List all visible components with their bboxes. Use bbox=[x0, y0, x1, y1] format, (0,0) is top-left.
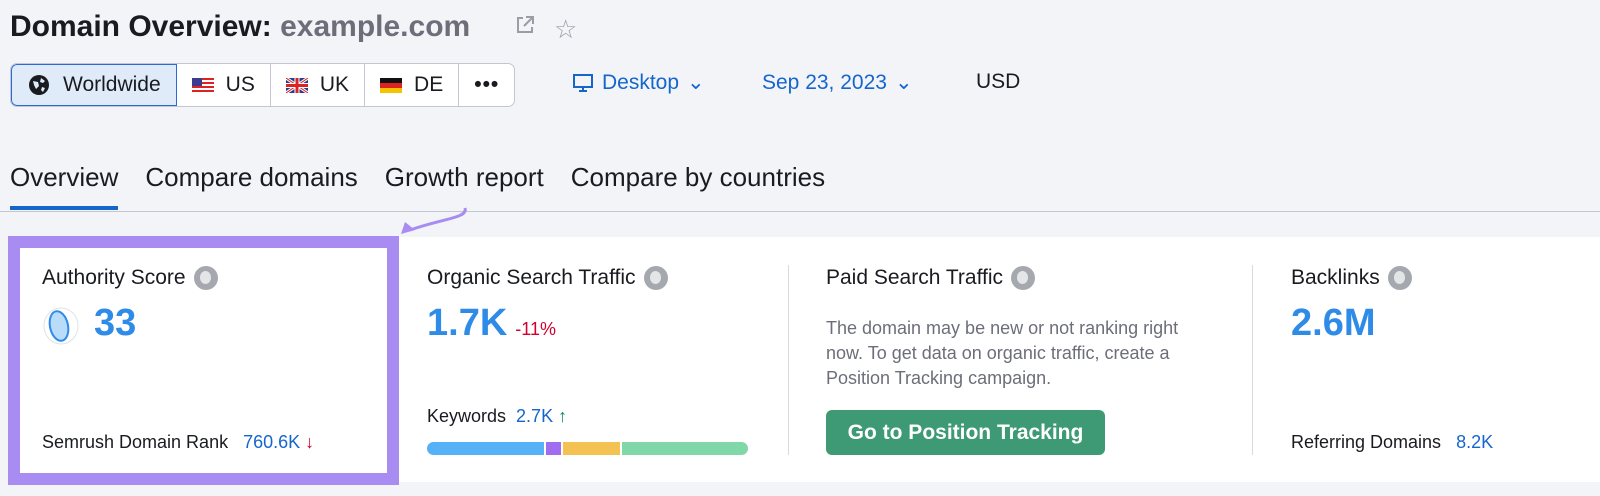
referring-domains: Referring Domains 8.2K bbox=[1291, 432, 1493, 453]
globe-icon bbox=[29, 75, 49, 95]
database-de[interactable]: DE bbox=[365, 64, 460, 106]
more-databases-button[interactable]: ••• bbox=[459, 64, 514, 106]
backlinks-value[interactable]: 2.6M bbox=[1291, 302, 1376, 344]
database-label: Worldwide bbox=[63, 73, 161, 96]
go-to-position-tracking-button[interactable]: Go to Position Tracking bbox=[826, 410, 1105, 455]
paid-traffic-message: The domain may be new or not ranking rig… bbox=[826, 318, 1179, 388]
star-icon[interactable]: ☆ bbox=[554, 14, 578, 44]
more-icon: ••• bbox=[474, 73, 500, 96]
device-label: Desktop bbox=[602, 70, 680, 94]
info-icon[interactable] bbox=[193, 266, 218, 290]
chevron-down-icon: ⌄ bbox=[687, 71, 705, 94]
domain-name: example.com bbox=[280, 10, 471, 43]
chevron-down-icon: ⌄ bbox=[894, 71, 913, 94]
organic-traffic-label: Organic Search Traffic bbox=[427, 266, 668, 290]
label-text: Authority Score bbox=[42, 266, 186, 289]
tab-bar: Overview Compare domains Growth report C… bbox=[10, 162, 826, 210]
page-title: Domain Overview: example.com bbox=[10, 10, 470, 44]
distribution-segment[interactable] bbox=[622, 442, 748, 455]
de-flag-icon bbox=[380, 77, 403, 93]
tab-compare-by-countries[interactable]: Compare by countries bbox=[570, 162, 826, 192]
device-selector[interactable]: Desktop ⌄ bbox=[572, 70, 705, 95]
database-label: UK bbox=[319, 73, 350, 96]
info-icon[interactable] bbox=[643, 266, 668, 290]
database-label: DE bbox=[414, 73, 444, 96]
ref-value[interactable]: 8.2K bbox=[1456, 432, 1494, 452]
rank-value[interactable]: 760.6K bbox=[243, 432, 301, 452]
uk-flag-icon bbox=[285, 77, 308, 93]
database-worldwide[interactable]: Worldwide bbox=[11, 64, 177, 106]
domain-rank: Semrush Domain Rank 760.6K ↓ bbox=[42, 432, 314, 453]
organic-traffic-value[interactable]: 1.7K bbox=[427, 302, 508, 344]
monitor-icon bbox=[573, 73, 593, 92]
distribution-segment[interactable] bbox=[563, 442, 620, 455]
currency-label: USD bbox=[976, 70, 1021, 93]
tab-compare-domains[interactable]: Compare domains bbox=[145, 162, 358, 192]
paid-traffic-label: Paid Search Traffic bbox=[826, 266, 1036, 290]
info-icon[interactable] bbox=[1387, 266, 1412, 290]
tab-overview[interactable]: Overview bbox=[10, 162, 119, 210]
database-label: US bbox=[225, 73, 255, 96]
tab-divider bbox=[0, 211, 1600, 212]
arrow-annotation-icon bbox=[401, 207, 467, 234]
database-us[interactable]: US bbox=[177, 64, 271, 106]
database-selector: Worldwide US UK DE ••• bbox=[10, 63, 516, 107]
authority-score-label: Authority Score bbox=[42, 266, 218, 290]
organic-traffic-metric: 1.7K -11% bbox=[427, 302, 556, 345]
label-text: Paid Search Traffic bbox=[826, 266, 1004, 289]
keywords-metric: Keywords 2.7K ↑ bbox=[427, 406, 567, 427]
date-label: Sep 23, 2023 bbox=[762, 70, 887, 94]
external-link-icon[interactable] bbox=[514, 14, 536, 36]
date-selector[interactable]: Sep 23, 2023 ⌄ bbox=[762, 70, 913, 95]
organic-traffic-change: -11% bbox=[515, 319, 556, 339]
card-divider bbox=[788, 265, 789, 455]
title-text: Domain Overview: bbox=[10, 10, 272, 43]
distribution-segment[interactable] bbox=[427, 442, 544, 455]
arrow-up-icon: ↑ bbox=[558, 406, 568, 426]
us-flag-icon bbox=[191, 77, 214, 93]
label-text: Backlinks bbox=[1291, 266, 1380, 289]
rank-label: Semrush Domain Rank bbox=[42, 432, 229, 452]
card-divider bbox=[1252, 265, 1253, 455]
info-icon[interactable] bbox=[1011, 266, 1036, 290]
tab-growth-report[interactable]: Growth report bbox=[384, 162, 544, 192]
authority-score-value: 33 bbox=[94, 302, 137, 344]
ref-label: Referring Domains bbox=[1291, 432, 1442, 452]
keywords-label: Keywords bbox=[427, 406, 507, 426]
authority-gauge-icon bbox=[43, 307, 79, 345]
database-uk[interactable]: UK bbox=[271, 64, 366, 106]
label-text: Organic Search Traffic bbox=[427, 266, 636, 289]
arrow-down-icon: ↓ bbox=[305, 432, 315, 452]
backlinks-label: Backlinks bbox=[1291, 266, 1412, 290]
distribution-segment[interactable] bbox=[545, 442, 562, 455]
keywords-value[interactable]: 2.7K bbox=[516, 406, 554, 426]
keyword-distribution-bar bbox=[427, 442, 748, 455]
